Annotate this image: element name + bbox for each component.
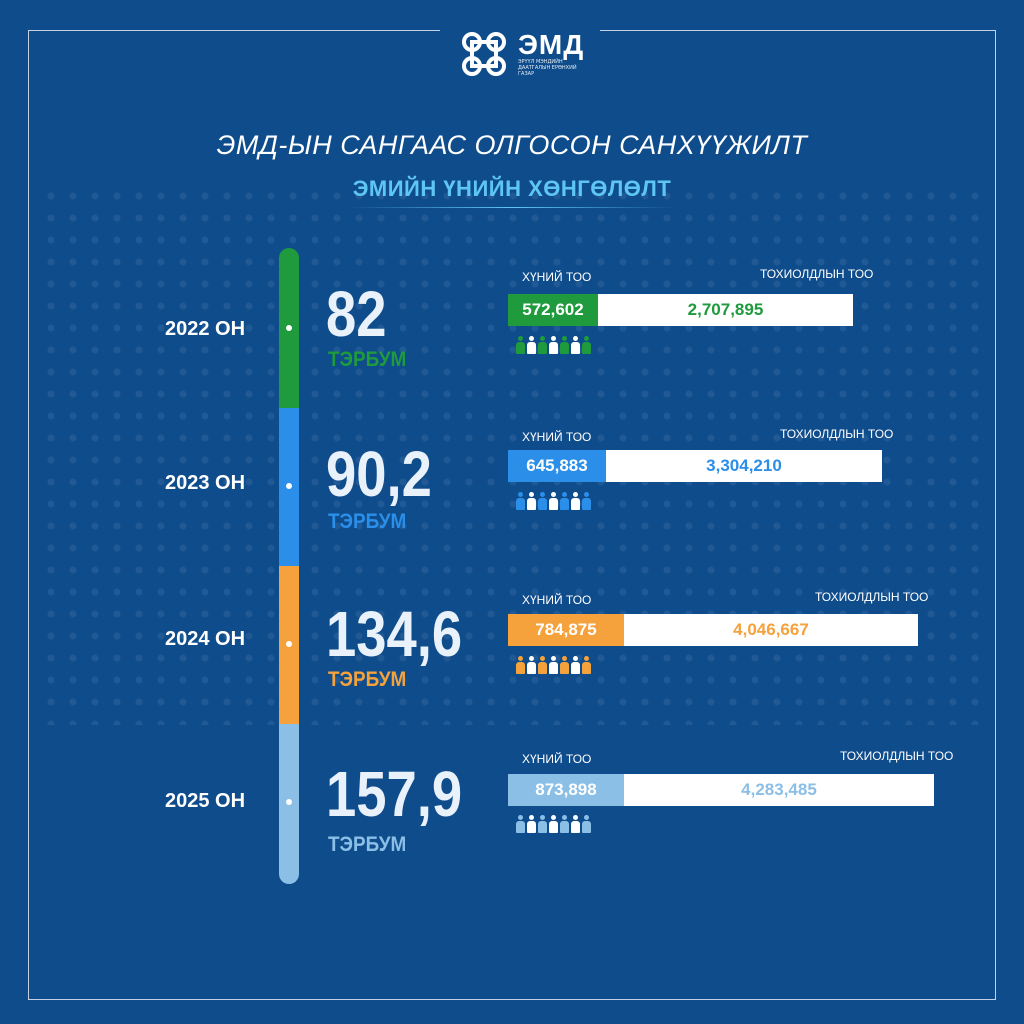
amount-unit: ТЭРБУМ bbox=[328, 833, 407, 856]
person-icon bbox=[571, 492, 580, 510]
cases-count: 4,283,485 bbox=[741, 780, 817, 799]
person-icon bbox=[549, 336, 558, 354]
person-icon bbox=[527, 656, 536, 674]
person-icon bbox=[538, 656, 547, 674]
page-title: ЭМД-ЫН САНГААС ОЛГОСОН САНХҮҮЖИЛТ bbox=[216, 130, 808, 160]
year-label: 2025 ОН bbox=[164, 790, 246, 812]
timeline-bar bbox=[279, 248, 299, 884]
people-label: ХҮНИЙ ТОО bbox=[522, 270, 592, 284]
person-icon bbox=[582, 492, 591, 510]
amount-value: 134,6 bbox=[326, 598, 463, 670]
person-icon bbox=[516, 656, 525, 674]
person-icon bbox=[516, 336, 525, 354]
person-icon bbox=[516, 815, 525, 833]
person-icon bbox=[538, 815, 547, 833]
amount-value: 82 bbox=[326, 278, 387, 350]
people-count: 873,898 bbox=[508, 774, 624, 806]
person-icon bbox=[527, 492, 536, 510]
person-icon bbox=[516, 492, 525, 510]
person-icon bbox=[571, 656, 580, 674]
cases-label: ТОХИОЛДЛЫН ТОО bbox=[760, 267, 874, 281]
timeline-dot bbox=[286, 799, 292, 805]
people-label: ХҮНИЙ ТОО bbox=[522, 593, 592, 607]
people-label: ХҮНИЙ ТОО bbox=[522, 430, 592, 444]
timeline-dot bbox=[286, 641, 292, 647]
person-icon bbox=[582, 336, 591, 354]
people-count: 572,602 bbox=[508, 294, 598, 326]
person-icon bbox=[560, 336, 569, 354]
timeline-dot bbox=[286, 483, 292, 489]
people-label: ХҮНИЙ ТОО bbox=[522, 752, 592, 766]
person-icon bbox=[538, 336, 547, 354]
year-label: 2023 ОН bbox=[164, 472, 246, 494]
logo-name: ЭМД bbox=[518, 29, 585, 60]
timeline-dot bbox=[286, 325, 292, 331]
cases-label: ТОХИОЛДЛЫН ТОО bbox=[840, 749, 954, 763]
person-icon bbox=[582, 656, 591, 674]
cases-count: 2,707,895 bbox=[687, 300, 764, 319]
stat-bar: 873,898 4,283,485 bbox=[508, 774, 934, 806]
cases-count: 4,046,667 bbox=[733, 620, 809, 639]
logo-knot-icon bbox=[462, 32, 506, 76]
people-icon-group bbox=[516, 336, 591, 354]
cases-label: ТОХИОЛДЛЫН ТОО bbox=[815, 590, 929, 604]
stat-bar: 645,883 3,304,210 bbox=[508, 450, 882, 482]
person-icon bbox=[560, 815, 569, 833]
person-icon bbox=[571, 336, 580, 354]
cases-count: 3,304,210 bbox=[706, 456, 782, 475]
person-icon bbox=[527, 336, 536, 354]
people-icon-group bbox=[516, 492, 591, 510]
person-icon bbox=[582, 815, 591, 833]
amount-value: 90,2 bbox=[326, 438, 432, 510]
person-icon bbox=[538, 492, 547, 510]
logo-subtitle: ЭРҮҮЛ МЭНДИЙН ДААТГАЛЫН ЕРӨНХИЙ ГАЗАР bbox=[518, 59, 577, 77]
page-subtitle: ЭМИЙН ҮНИЙН ХӨНГӨЛӨЛТ bbox=[352, 176, 672, 201]
stat-bar: 784,875 4,046,667 bbox=[508, 614, 918, 646]
people-icon-group bbox=[516, 815, 591, 833]
person-icon bbox=[549, 656, 558, 674]
people-count: 645,883 bbox=[508, 450, 606, 482]
person-icon bbox=[560, 492, 569, 510]
person-icon bbox=[549, 815, 558, 833]
cases-label: ТОХИОЛДЛЫН ТОО bbox=[780, 427, 894, 441]
year-label: 2024 ОН bbox=[164, 628, 246, 650]
amount-unit: ТЭРБУМ bbox=[328, 510, 407, 533]
stat-bar: 572,602 2,707,895 bbox=[508, 294, 853, 326]
person-icon bbox=[549, 492, 558, 510]
year-label: 2022 ОН bbox=[164, 318, 246, 340]
amount-unit: ТЭРБУМ bbox=[328, 668, 407, 691]
person-icon bbox=[560, 656, 569, 674]
amount-unit: ТЭРБУМ bbox=[328, 348, 407, 371]
logo: ЭМД ЭРҮҮЛ МЭНДИЙН ДААТГАЛЫН ЕРӨНХИЙ ГАЗА… bbox=[458, 28, 584, 80]
people-icon-group bbox=[516, 656, 591, 674]
subtitle-underline bbox=[350, 207, 674, 208]
person-icon bbox=[527, 815, 536, 833]
people-count: 784,875 bbox=[508, 614, 624, 646]
person-icon bbox=[571, 815, 580, 833]
amount-value: 157,9 bbox=[326, 758, 463, 830]
